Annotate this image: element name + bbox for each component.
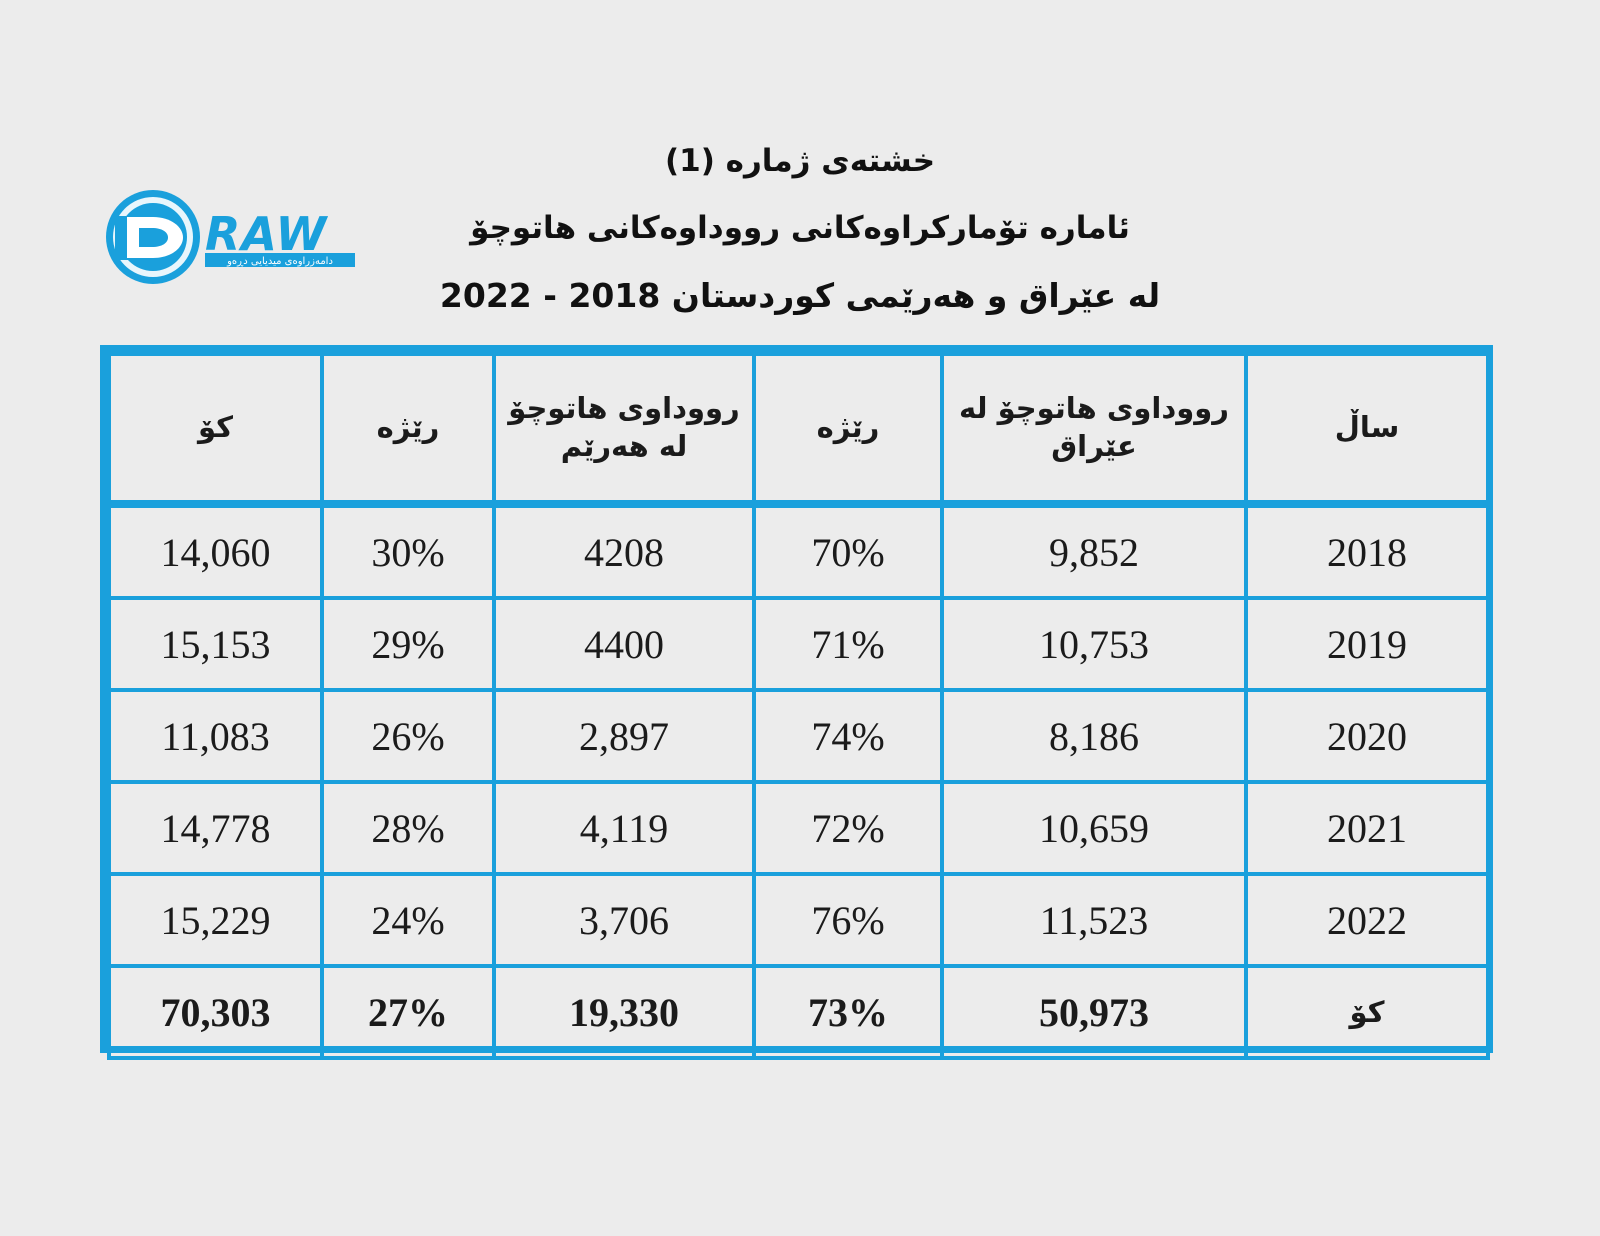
- cell-region: 4,119: [492, 780, 756, 876]
- draw-logo-graphic: RAW دامەزراوەی میدیایی دڕەو: [106, 190, 355, 284]
- accidents-table-frame: ساڵ رووداوی هاتوچۆ لە عێراق رێژە رووداوی…: [100, 345, 1493, 1060]
- totals-iraq: 50,973: [940, 964, 1248, 1060]
- cell-region-value: 2,897: [579, 713, 669, 759]
- totals-region-value: 19,330: [569, 989, 679, 1035]
- header-region-rate: رێژە: [320, 352, 496, 508]
- cell-iraq-value: 10,753: [1039, 621, 1149, 667]
- cell-iraq: 8,186: [940, 688, 1248, 784]
- cell-region-value: 4400: [584, 621, 664, 667]
- cell-year: 2020: [1244, 688, 1490, 784]
- cell-total-value: 14,060: [160, 529, 271, 575]
- cell-iraq: 11,523: [940, 872, 1248, 968]
- header-year: ساڵ: [1244, 352, 1490, 508]
- cell-iraq-rate: 72%: [752, 780, 944, 876]
- cell-total: 11,083: [107, 688, 324, 784]
- totals-region: 19,330: [492, 964, 756, 1060]
- cell-total-value: 11,083: [161, 713, 270, 759]
- cell-region: 2,897: [492, 688, 756, 784]
- cell-region-rate-value: 26%: [371, 713, 445, 759]
- totals-region-rate: 27%: [320, 964, 496, 1060]
- table-row: 2022 11,523 76% 3,706 24% 15,229: [107, 872, 1490, 968]
- cell-region-rate-value: 24%: [371, 897, 445, 943]
- cell-region-rate: 30%: [320, 502, 496, 600]
- cell-iraq-rate-value: 70%: [811, 529, 885, 575]
- table-row: 2018 9,852 70% 4208 30% 14,060: [107, 502, 1490, 600]
- header-iraq-accidents-label: رووداوی هاتوچۆ لە عێراق: [959, 391, 1229, 463]
- cell-iraq-rate-value: 72%: [811, 805, 885, 851]
- svg-text:RAW: RAW: [205, 207, 329, 261]
- cell-total-value: 15,153: [160, 621, 271, 667]
- cell-year: 2022: [1244, 872, 1490, 968]
- cell-region-value: 4,119: [579, 805, 669, 851]
- cell-iraq: 10,753: [940, 596, 1248, 692]
- cell-iraq: 10,659: [940, 780, 1248, 876]
- header-iraq-rate: رێژە: [752, 352, 944, 508]
- cell-region-rate: 24%: [320, 872, 496, 968]
- logo-tagline: دامەزراوەی میدیایی دڕەو: [226, 256, 333, 267]
- table-years-line: لە عێراق و هەرێمی کوردستان 2018 - 2022: [439, 276, 1161, 315]
- totals-iraq-rate: 73%: [752, 964, 944, 1060]
- cell-iraq-value: 8,186: [1049, 713, 1139, 759]
- cell-region-rate: 26%: [320, 688, 496, 784]
- cell-iraq-rate-value: 76%: [811, 897, 885, 943]
- header-region-accidents-label: رووداوی هاتوچۆ لە هەرێم: [508, 391, 740, 463]
- cell-total: 14,778: [107, 780, 324, 876]
- cell-iraq-rate-value: 74%: [811, 713, 885, 759]
- totals-iraq-rate-value: 73%: [808, 989, 888, 1035]
- table-header-row: ساڵ رووداوی هاتوچۆ لە عێراق رێژە رووداوی…: [107, 352, 1490, 508]
- table-subtitle: ئامارە تۆمارکراوەکانی رووداوەکانی هاتوچۆ: [470, 210, 1130, 246]
- totals-label: کۆ: [1244, 964, 1490, 1060]
- cell-total: 14,060: [107, 502, 324, 600]
- cell-iraq-value: 9,852: [1049, 529, 1139, 575]
- cell-year: 2019: [1244, 596, 1490, 692]
- cell-total: 15,229: [107, 872, 324, 968]
- cell-iraq-rate: 70%: [752, 502, 944, 600]
- header-iraq-accidents: رووداوی هاتوچۆ لە عێراق: [940, 352, 1248, 508]
- totals-total-value: 70,303: [160, 989, 271, 1035]
- cell-region-rate: 28%: [320, 780, 496, 876]
- cell-iraq-value: 10,659: [1039, 805, 1149, 851]
- cell-year: 2021: [1244, 780, 1490, 876]
- draw-logo: RAW دامەزراوەی میدیایی دڕەو: [105, 190, 365, 290]
- table-number-title: خشتەی ژمارە (1): [664, 143, 936, 179]
- totals-region-rate-value: 27%: [368, 989, 448, 1035]
- cell-region-value: 3,706: [579, 897, 669, 943]
- cell-iraq-rate: 76%: [752, 872, 944, 968]
- cell-region-rate-value: 30%: [371, 529, 445, 575]
- cell-total: 15,153: [107, 596, 324, 692]
- cell-region-rate: 29%: [320, 596, 496, 692]
- cell-region-rate-value: 28%: [371, 805, 445, 851]
- totals-iraq-value: 50,973: [1039, 989, 1149, 1035]
- cell-iraq-rate: 71%: [752, 596, 944, 692]
- table-row: 2020 8,186 74% 2,897 26% 11,083: [107, 688, 1490, 784]
- cell-region-value: 4208: [584, 529, 664, 575]
- table-row: 2019 10,753 71% 4400 29% 15,153: [107, 596, 1490, 692]
- cell-iraq-value: 11,523: [1039, 897, 1149, 943]
- cell-iraq-rate: 74%: [752, 688, 944, 784]
- table-row: 2021 10,659 72% 4,119 28% 14,778: [107, 780, 1490, 876]
- cell-year: 2018: [1244, 502, 1490, 600]
- totals-total: 70,303: [107, 964, 324, 1060]
- accidents-table: ساڵ رووداوی هاتوچۆ لە عێراق رێژە رووداوی…: [107, 352, 1490, 1060]
- table-totals-row: کۆ 50,973 73% 19,330 27% 70,303: [107, 964, 1490, 1060]
- header-total: کۆ: [107, 352, 324, 508]
- cell-region: 4400: [492, 596, 756, 692]
- cell-iraq-rate-value: 71%: [811, 621, 885, 667]
- header-region-accidents: رووداوی هاتوچۆ لە هەرێم: [492, 352, 756, 508]
- cell-region-rate-value: 29%: [371, 621, 445, 667]
- cell-iraq: 9,852: [940, 502, 1248, 600]
- cell-total-value: 14,778: [160, 805, 271, 851]
- cell-total-value: 15,229: [160, 897, 271, 943]
- cell-region: 3,706: [492, 872, 756, 968]
- cell-region: 4208: [492, 502, 756, 600]
